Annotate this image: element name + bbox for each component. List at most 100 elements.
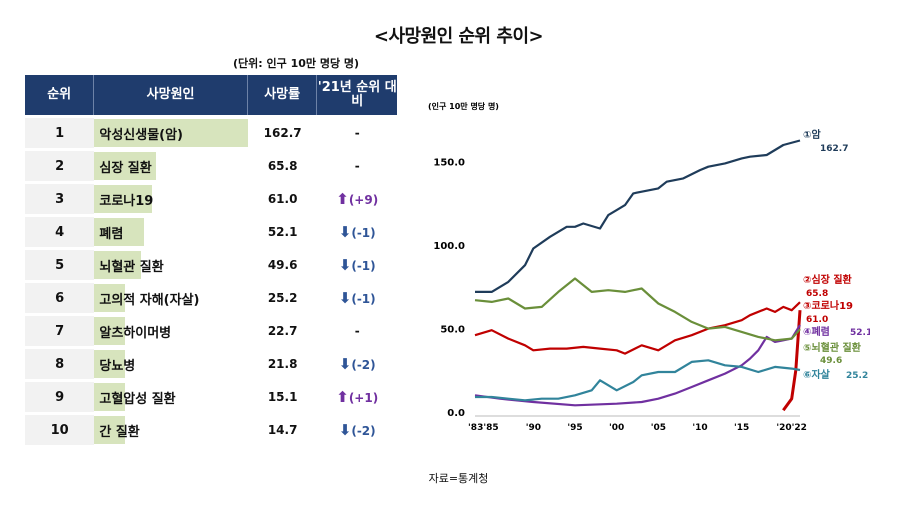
rate-bar [94, 152, 157, 180]
cause-cell: 심장 질환 [94, 151, 247, 181]
rate-cell: 162.7 [263, 126, 302, 140]
series-value-label: 65.8 [806, 289, 828, 299]
cause-cell: 당뇨병 [94, 349, 247, 379]
arrow-down-icon: ⬇ [338, 223, 352, 241]
y-tick-label: 100.0 [433, 241, 465, 252]
x-tick-label: '10 [692, 423, 707, 433]
header-change: '21년 순위 대비 [317, 75, 397, 115]
table-unit: (단위: 인구 10만 명당 명) [233, 57, 360, 70]
cause-label: 고의적 자해(자살) [99, 292, 200, 308]
cause-label: 심장 질환 [99, 160, 152, 176]
table-row: 3 코로나19 61.0 ⬆(+9) [25, 184, 397, 214]
cause-cell: 뇌혈관 질환 [94, 250, 247, 280]
cause-label: 알츠하이머병 [99, 325, 172, 341]
series-line [474, 301, 801, 355]
table-row: 8 당뇨병 21.8 ⬇(-2) [25, 349, 397, 379]
rate-cell: 49.6 [267, 258, 298, 272]
x-tick-label: '95 [567, 423, 582, 433]
cause-cell: 코로나19 [94, 184, 247, 214]
rank-cell: 6 [25, 283, 95, 313]
series-value-label: 162.7 [820, 144, 848, 154]
arrow-up-icon: ⬆ [336, 190, 349, 208]
line-chart: (인구 10만 명당 명) 0.0 50.0 100.0 150.0 '83'85 '90 '… [428, 101, 870, 433]
y-tick-label: 0.0 [447, 408, 465, 419]
rate-bar [94, 251, 142, 279]
series-value-label: 61.0 [806, 315, 828, 325]
rate-bar [94, 317, 126, 345]
x-tick-label: '83'85 [468, 423, 499, 433]
change-label: (-1) [351, 292, 376, 306]
rank-cell: 5 [25, 250, 95, 280]
cause-cell: 간 질환 [94, 415, 247, 445]
cause-label: 고혈압성 질환 [99, 391, 176, 407]
rank-cell: 3 [25, 184, 95, 214]
change-cell: ⬇(-1) [317, 283, 397, 313]
table-row: 4 폐렴 52.1 ⬇(-1) [25, 217, 397, 247]
rank-cell: 7 [25, 316, 95, 346]
change-label: (-1) [351, 259, 376, 273]
series-value-label: 52.1 [850, 328, 870, 338]
cause-label: 간 질환 [99, 424, 140, 440]
x-tick-label: '00 [609, 423, 624, 433]
change-label: (-1) [351, 226, 376, 240]
rate-cell: 61.0 [267, 192, 298, 206]
series-line [475, 359, 801, 402]
series-name-label: ⑤뇌혈관 질환 [803, 341, 862, 354]
cause-cell: 고혈압성 질환 [94, 382, 247, 412]
cause-label: 뇌혈관 질환 [99, 259, 164, 275]
change-cell: ⬆(+1) [317, 382, 397, 412]
change-cell: - [317, 151, 397, 181]
arrow-down-icon: ⬇ [338, 355, 352, 373]
table-row: 10 간 질환 14.7 ⬇(-2) [25, 415, 397, 445]
rate-cell: 52.1 [267, 225, 298, 239]
series-value-label: 49.6 [820, 356, 842, 366]
change-cell: ⬆(+9) [317, 184, 397, 214]
rate-cell: 14.7 [267, 423, 298, 437]
cause-label: 악성신생물(암) [99, 127, 184, 143]
rate-cell: 21.8 [267, 357, 298, 371]
series-line [475, 139, 801, 293]
rate-cell: 15.1 [267, 390, 298, 404]
rank-cell: 1 [25, 118, 95, 148]
cause-label: 코로나19 [99, 193, 154, 209]
series-line [474, 324, 801, 407]
arrow-down-icon: ⬇ [338, 289, 352, 307]
header-rank: 순위 [25, 75, 95, 115]
rate-cell: 65.8 [267, 159, 298, 173]
change-cell: ⬇(-1) [317, 217, 397, 247]
change-label: (-2) [351, 358, 376, 372]
table-row: 2 심장 질환 65.8 - [25, 151, 397, 181]
rate-cell: 25.2 [267, 291, 298, 305]
rank-cell: 10 [25, 415, 95, 445]
rate-cell: 22.7 [267, 324, 298, 338]
x-tick-label: '20'22 [776, 423, 807, 433]
change-label: - [354, 159, 360, 173]
series-value-label: 25.2 [846, 371, 868, 381]
rank-cell: 4 [25, 217, 95, 247]
change-label: - [354, 126, 360, 140]
arrow-down-icon: ⬇ [338, 421, 352, 439]
table-row: 7 알츠하이머병 22.7 - [25, 316, 397, 346]
cause-cell: 악성신생물(암) [94, 118, 248, 148]
rank-cell: 9 [25, 382, 95, 412]
rate-bar [94, 350, 126, 378]
rank-cell: 2 [25, 151, 95, 181]
rate-bar [94, 119, 248, 147]
table-row: 6 고의적 자해(자살) 25.2 ⬇(-1) [25, 283, 397, 313]
rank-cell: 8 [25, 349, 95, 379]
header-cause: 사망원인 [94, 75, 248, 115]
arrow-down-icon: ⬇ [338, 256, 352, 274]
change-label: (+1) [348, 391, 379, 405]
y-axis-label: (인구 10만 명당 명) [428, 101, 499, 111]
change-cell: - [317, 316, 397, 346]
change-cell: ⬇(-2) [317, 349, 397, 379]
table-row: 5 뇌혈관 질환 49.6 ⬇(-1) [25, 250, 397, 280]
series-name-label: ②심장 질환 [803, 273, 853, 286]
header-rate: 사망률 [247, 75, 318, 115]
cause-cell: 알츠하이머병 [94, 316, 247, 346]
change-label: (+9) [348, 193, 379, 207]
rate-bar [94, 284, 126, 312]
cause-label: 당뇨병 [99, 358, 136, 374]
series-name-label: ③코로나19 [803, 299, 853, 312]
change-label: - [354, 324, 360, 338]
